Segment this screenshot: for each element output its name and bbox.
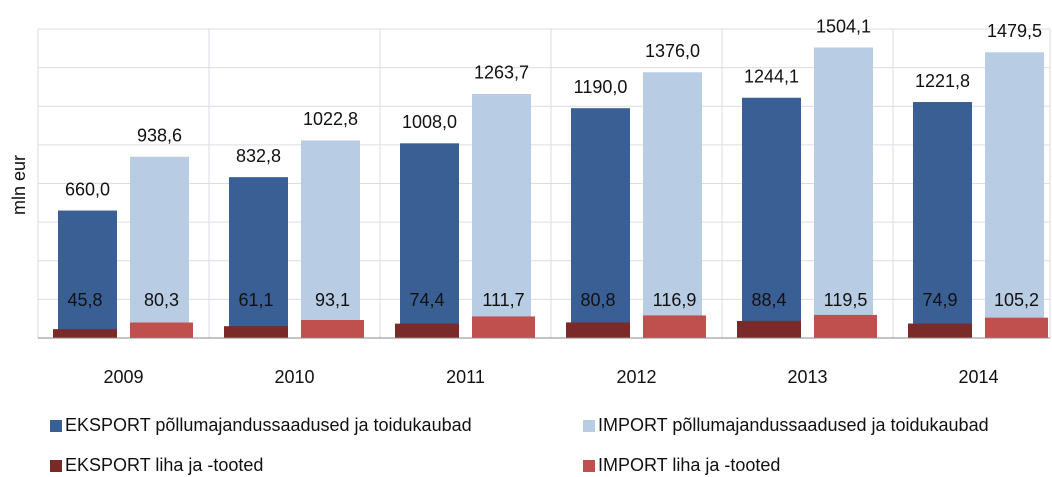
bar — [913, 102, 972, 338]
bar — [472, 93, 531, 338]
bar — [224, 326, 288, 338]
value-label: 80,3 — [144, 290, 179, 310]
value-label: 832,8 — [236, 146, 281, 166]
value-label: 80,8 — [580, 290, 615, 310]
x-tick-label: 2009 — [103, 367, 143, 387]
value-label: 1479,5 — [987, 21, 1042, 41]
legend-label: EKSPORT põllumajandussaadused ja toiduka… — [65, 415, 472, 435]
bar — [130, 322, 193, 338]
value-label: 1376,0 — [645, 41, 700, 61]
bar — [985, 52, 1044, 339]
bar — [229, 177, 288, 338]
value-label: 88,4 — [751, 290, 786, 310]
x-tick-label: 2011 — [446, 367, 485, 387]
bar — [814, 314, 877, 338]
legend-label: IMPORT põllumajandussaadused ja toidukau… — [598, 415, 989, 435]
bar — [814, 47, 873, 338]
x-tick-label: 2012 — [616, 367, 656, 387]
y-axis-label: mln eur — [9, 155, 29, 215]
value-label: 105,2 — [994, 290, 1039, 310]
value-label: 93,1 — [315, 290, 350, 310]
value-label: 111,7 — [482, 290, 524, 310]
bar — [395, 323, 459, 338]
value-label: 938,6 — [137, 125, 182, 145]
x-tick-label: 2014 — [958, 367, 998, 387]
value-label: 1190,0 — [574, 77, 628, 97]
bar — [130, 156, 189, 338]
value-label: 61,1 — [238, 290, 273, 310]
legend-swatch — [50, 460, 62, 472]
bar — [53, 329, 117, 338]
legend-swatch — [583, 460, 595, 472]
value-label: 1008,0 — [402, 112, 457, 132]
bar — [571, 108, 630, 339]
value-label: 74,4 — [409, 290, 444, 310]
value-label: 74,9 — [922, 290, 957, 310]
value-label: 660,0 — [65, 179, 110, 199]
value-label: 1022,8 — [303, 109, 358, 129]
x-tick-label: 2010 — [274, 367, 314, 387]
value-label: 45,8 — [67, 290, 102, 310]
x-tick-label: 2013 — [787, 367, 827, 387]
value-label: 1221,8 — [915, 71, 970, 91]
legend-swatch — [583, 420, 595, 432]
bar — [742, 97, 801, 338]
bar — [643, 315, 706, 338]
bar — [566, 322, 630, 338]
bar — [301, 140, 360, 338]
value-label: 119,5 — [824, 290, 868, 310]
bar — [908, 323, 972, 338]
value-label: 116,9 — [653, 290, 697, 310]
bar — [400, 143, 459, 338]
legend-label: IMPORT liha ja -tooted — [598, 455, 780, 475]
bar — [301, 320, 364, 338]
bar — [985, 317, 1048, 338]
bar — [643, 72, 702, 338]
value-label: 1263,7 — [474, 63, 529, 83]
value-label: 1244,1 — [744, 66, 799, 86]
bar — [472, 316, 535, 338]
legend-swatch — [50, 420, 62, 432]
bar — [58, 210, 117, 338]
value-label: 1504,1 — [816, 16, 871, 36]
legend-label: EKSPORT liha ja -tooted — [65, 455, 263, 475]
bar — [737, 320, 801, 338]
